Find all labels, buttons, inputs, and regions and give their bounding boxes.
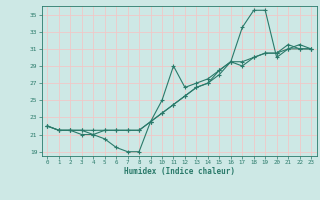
X-axis label: Humidex (Indice chaleur): Humidex (Indice chaleur) (124, 167, 235, 176)
